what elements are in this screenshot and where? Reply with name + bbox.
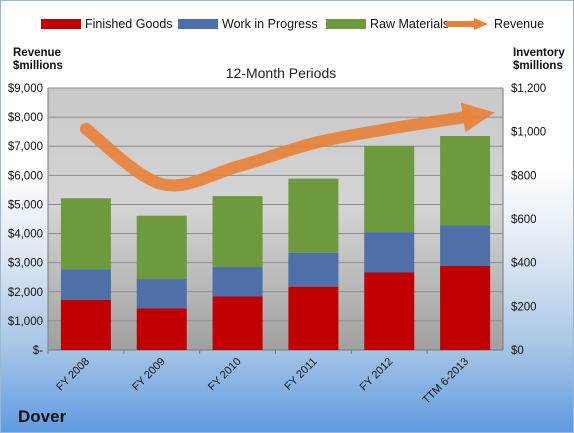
left-tick-label: $8,000 [8,112,43,124]
right-axis-title-line2: $millions [513,60,563,72]
x-tick-label: FY 2012 [358,356,396,394]
bar-segment [60,269,111,300]
left-axis-title-line2: $millions [13,60,63,72]
right-tick-label: $1,200 [511,83,546,95]
left-tick-label: $3,000 [8,258,43,270]
bar-segment [364,145,415,233]
bar-segment [60,198,111,270]
right-axis-title: Inventory $millions [513,47,565,73]
legend: Finished Goods Work in Progress Raw Mate… [1,17,573,33]
legend-swatch-finished-goods [41,19,81,29]
legend-swatch-raw-materials [326,19,366,29]
x-tick-label: FY 2008 [54,356,92,394]
x-tick-label: FY 2010 [206,356,244,394]
left-tick-label: $1,000 [8,316,43,328]
company-name: Dover [18,407,67,426]
legend-arrow-icon [446,18,488,30]
right-tick-label: $200 [511,301,537,313]
left-axis-title-line1: Revenue [13,47,61,59]
legend-label-work-in-progress: Work in Progress [222,17,318,31]
revenue-line [79,110,474,192]
bar-segment [440,225,491,266]
left-tick-label: $9,000 [8,83,43,95]
bar-segment [136,215,187,280]
bar-segment [440,136,491,226]
bar-segment [364,272,415,350]
left-tick-label: $- [33,345,43,357]
bar-segment [288,252,339,287]
revenue-arrowhead [460,102,495,133]
chart-subtitle: 12-Month Periods [225,65,337,81]
bar-segment [60,299,111,350]
bar-segment [364,232,415,273]
bar-segment [440,265,491,350]
right-tick-label: $600 [511,214,537,226]
bar-segment [212,196,263,268]
bar-segment [212,296,263,350]
legend-raw-materials: Raw Materials [326,17,449,31]
right-tick-label: $400 [511,258,537,270]
legend-label-finished-goods: Finished Goods [85,17,173,31]
bar-segment [136,279,187,309]
left-tick-label: $6,000 [8,170,43,182]
x-tick-label: FY 2011 [282,356,319,393]
bar-segment [136,308,187,350]
legend-finished-goods: Finished Goods [41,17,173,31]
legend-revenue: Revenue [446,17,544,31]
right-tick-label: $0 [511,345,524,357]
x-tick-label: TTM 6-2013 [420,356,471,407]
left-tick-label: $4,000 [8,229,43,241]
right-tick-label: $1,000 [511,127,546,139]
left-tick-label: $7,000 [8,141,43,153]
left-axis-title: Revenue $millions [13,47,63,73]
bar-segment [288,286,339,350]
bar-segment [288,178,339,253]
legend-label-raw-materials: Raw Materials [370,17,450,31]
left-tick-label: $5,000 [8,199,43,211]
bar-segment [212,267,263,297]
legend-label-revenue: Revenue [494,17,545,31]
x-tick-label: FY 2009 [130,356,168,394]
right-tick-label: $800 [511,170,537,182]
legend-work-in-progress: Work in Progress [178,17,318,31]
plot-area [48,88,503,350]
legend-swatch-work-in-progress [178,19,218,29]
right-axis-title-line1: Inventory [513,47,565,59]
left-tick-label: $2,000 [8,287,43,299]
